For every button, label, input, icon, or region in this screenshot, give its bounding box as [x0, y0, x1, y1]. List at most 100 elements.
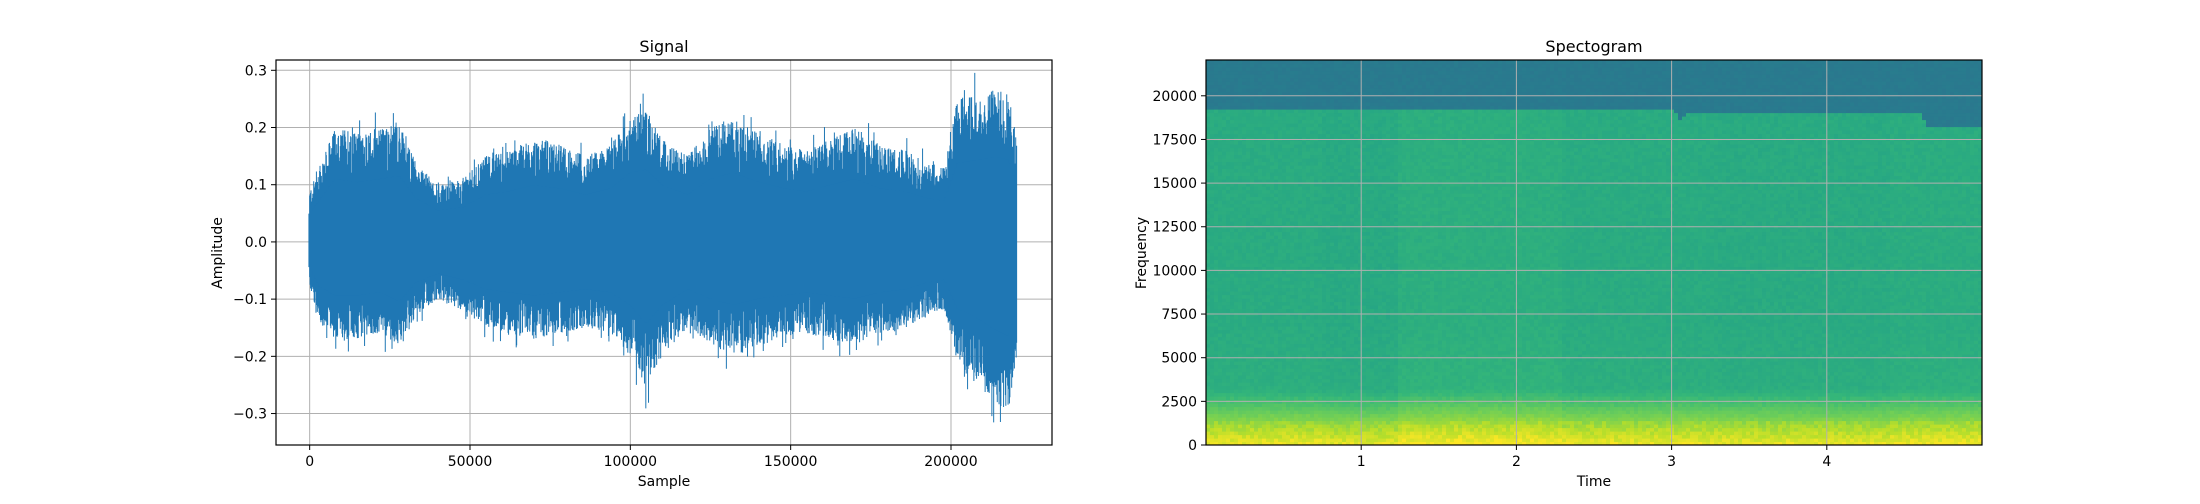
spectrogram-cell: [1274, 316, 1279, 320]
spectrogram-cell: [1250, 305, 1255, 309]
spectrogram-cell: [1234, 71, 1239, 75]
spectrogram-cell: [1214, 330, 1219, 334]
spectrogram-cell: [1366, 190, 1371, 194]
spectrogram-cell: [1294, 302, 1299, 306]
spectrogram-cell: [1250, 319, 1255, 323]
spectrogram-cell: [1246, 323, 1251, 327]
spectrogram-cell: [1374, 109, 1379, 113]
spectrogram-cell: [1214, 232, 1219, 236]
spectrogram-cell: [1338, 435, 1343, 439]
spectrogram-cell: [1266, 162, 1271, 166]
spectrogram-cell: [1354, 172, 1359, 176]
spectrogram-cell: [1302, 67, 1307, 71]
spectrogram-cell: [1334, 109, 1339, 113]
spectrogram-cell: [1226, 242, 1231, 246]
spectrogram-cell: [1350, 102, 1355, 106]
spectrogram-cell: [1262, 298, 1267, 302]
spectrogram-cell: [1282, 375, 1287, 379]
spectrogram-cell: [1290, 141, 1295, 145]
spectrogram-cell: [1342, 172, 1347, 176]
spectrogram-cell: [1382, 214, 1387, 218]
spectrogram-cell: [1206, 71, 1211, 75]
spectrogram-cell: [1302, 99, 1307, 103]
spectrogram-cell: [1218, 382, 1223, 386]
spectrogram-cell: [1350, 298, 1355, 302]
spectrogram-cell: [1206, 113, 1211, 117]
spectrogram-cell: [1250, 277, 1255, 281]
spectrogram-cell: [1302, 319, 1307, 323]
spectrogram-cell: [1314, 200, 1319, 204]
spectrogram-cell: [1226, 288, 1231, 292]
spectrogram-cell: [1274, 319, 1279, 323]
spectrogram-cell: [1350, 309, 1355, 313]
spectrogram-cell: [1314, 120, 1319, 124]
spectrogram-cell: [1250, 337, 1255, 341]
spectrogram-cell: [1222, 200, 1227, 204]
spectrogram-cell: [1306, 109, 1311, 113]
spectrogram-cell: [1238, 407, 1243, 411]
spectrogram-cell: [1306, 256, 1311, 260]
spectrogram-cell: [1314, 260, 1319, 264]
spectrogram-cell: [1342, 249, 1347, 253]
spectrogram-cell: [1282, 389, 1287, 393]
spectrogram-cell: [1250, 106, 1255, 110]
spectrogram-cell: [1370, 302, 1375, 306]
spectrogram-cell: [1274, 144, 1279, 148]
spectrogram-cell: [1242, 127, 1247, 131]
spectrogram-cell: [1374, 298, 1379, 302]
spectrogram-cell: [1242, 232, 1247, 236]
spectrogram-cell: [1258, 123, 1263, 127]
spectrogram-cell: [1226, 239, 1231, 243]
spectrogram-cell: [1310, 207, 1315, 211]
spectrogram-cell: [1378, 162, 1383, 166]
spectrogram-cell: [1346, 260, 1351, 264]
spectrogram-cell: [1270, 319, 1275, 323]
spectrogram-cell: [1286, 85, 1291, 89]
spectrogram-cell: [1370, 414, 1375, 418]
spectrogram-cell: [1218, 246, 1223, 250]
spectrogram-cell: [1330, 162, 1335, 166]
spectrogram-cell: [1214, 218, 1219, 222]
spectrogram-cell: [1278, 344, 1283, 348]
spectrogram-cell: [1218, 130, 1223, 134]
spectrogram-cell: [1222, 172, 1227, 176]
spectrogram-cell: [1342, 407, 1347, 411]
spectrogram-cell: [1290, 333, 1295, 337]
spectrogram-cell: [1206, 123, 1211, 127]
spectrogram-cell: [1290, 253, 1295, 257]
spectrogram-cell: [1358, 239, 1363, 243]
spectrogram-cell: [1318, 176, 1323, 180]
spectrogram-cell: [1250, 214, 1255, 218]
spectrogram-cell: [1238, 337, 1243, 341]
spectrogram-cell: [1274, 141, 1279, 145]
spectrogram-cell: [1378, 235, 1383, 239]
spectrogram-cell: [1214, 351, 1219, 355]
spectrogram-cell: [1226, 410, 1231, 414]
spectrogram-cell: [1326, 407, 1331, 411]
spectrogram-cell: [1322, 246, 1327, 250]
spectrogram-cell: [1234, 256, 1239, 260]
spectrogram-cell: [1362, 158, 1367, 162]
spectrogram-cell: [1258, 197, 1263, 201]
spectrogram-cell: [1370, 386, 1375, 390]
spectrogram-cell: [1274, 295, 1279, 299]
spectrogram-cell: [1334, 417, 1339, 421]
spectrogram-cell: [1382, 302, 1387, 306]
spectrogram-cell: [1218, 375, 1223, 379]
spectrogram-cell: [1214, 435, 1219, 439]
spectrogram-cell: [1242, 190, 1247, 194]
spectrogram-cell: [1286, 281, 1291, 285]
spectrogram-cell: [1318, 298, 1323, 302]
spectrogram-cell: [1246, 382, 1251, 386]
spectrogram-cell: [1334, 85, 1339, 89]
spectrogram-cell: [1286, 127, 1291, 131]
spectrogram-cell: [1206, 109, 1211, 113]
spectrogram-cell: [1346, 344, 1351, 348]
spectrogram-cell: [1270, 130, 1275, 134]
spectrogram-cell: [1262, 162, 1267, 166]
spectrogram-cell: [1206, 172, 1211, 176]
spectrogram-cell: [1346, 274, 1351, 278]
spectrogram-cell: [1306, 344, 1311, 348]
spectrogram-cell: [1366, 151, 1371, 155]
spectrogram-cell: [1306, 120, 1311, 124]
